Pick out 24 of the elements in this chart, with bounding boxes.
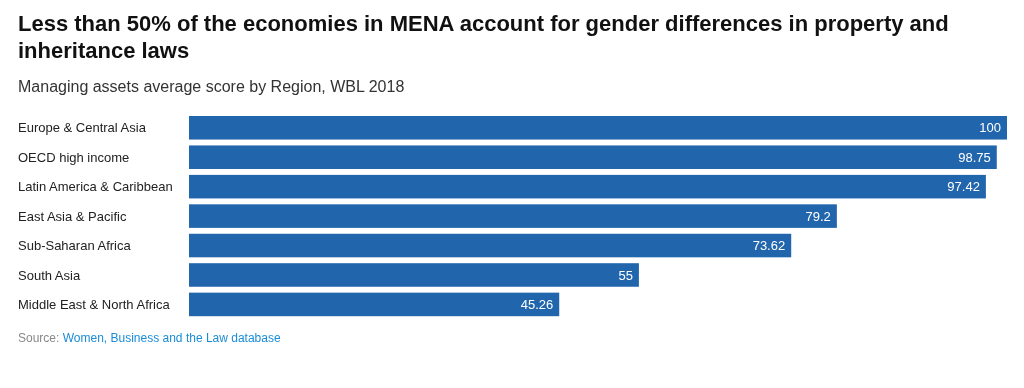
data-label: 45.26 <box>520 296 554 312</box>
data-label: 100 <box>979 120 1001 136</box>
y-tick-label: Sub-Saharan Africa <box>18 238 132 254</box>
data-label: 98.75 <box>958 149 991 165</box>
data-label: 55 <box>618 267 633 283</box>
bar <box>189 174 986 199</box>
bar <box>189 233 792 258</box>
y-tick-label: East Asia & Pacific <box>18 208 127 224</box>
y-tick-label: South Asia <box>18 267 81 283</box>
chart-subtitle: Managing assets average score by Region, WBL 2018 <box>18 78 406 96</box>
y-tick-label: Middle East & North Africa <box>18 296 171 312</box>
bar <box>189 263 639 287</box>
bar <box>189 145 997 169</box>
source-note: Source: Women, Business and the Law database <box>18 331 281 345</box>
y-tick-label: OECD high income <box>18 149 130 165</box>
y-tick-label: Europe & Central Asia <box>18 120 147 136</box>
bar <box>189 116 1007 140</box>
data-label: 79.2 <box>805 208 831 224</box>
data-label: 73.62 <box>752 238 786 254</box>
bar <box>189 204 837 228</box>
y-tick-label: Latin America & Caribbean <box>18 179 173 195</box>
bar <box>189 292 560 317</box>
data-label: 97.42 <box>947 179 980 195</box>
chart-title: Less than 50% of the economies in MENA account for gender differences in property and inheritance laws <box>18 10 950 64</box>
